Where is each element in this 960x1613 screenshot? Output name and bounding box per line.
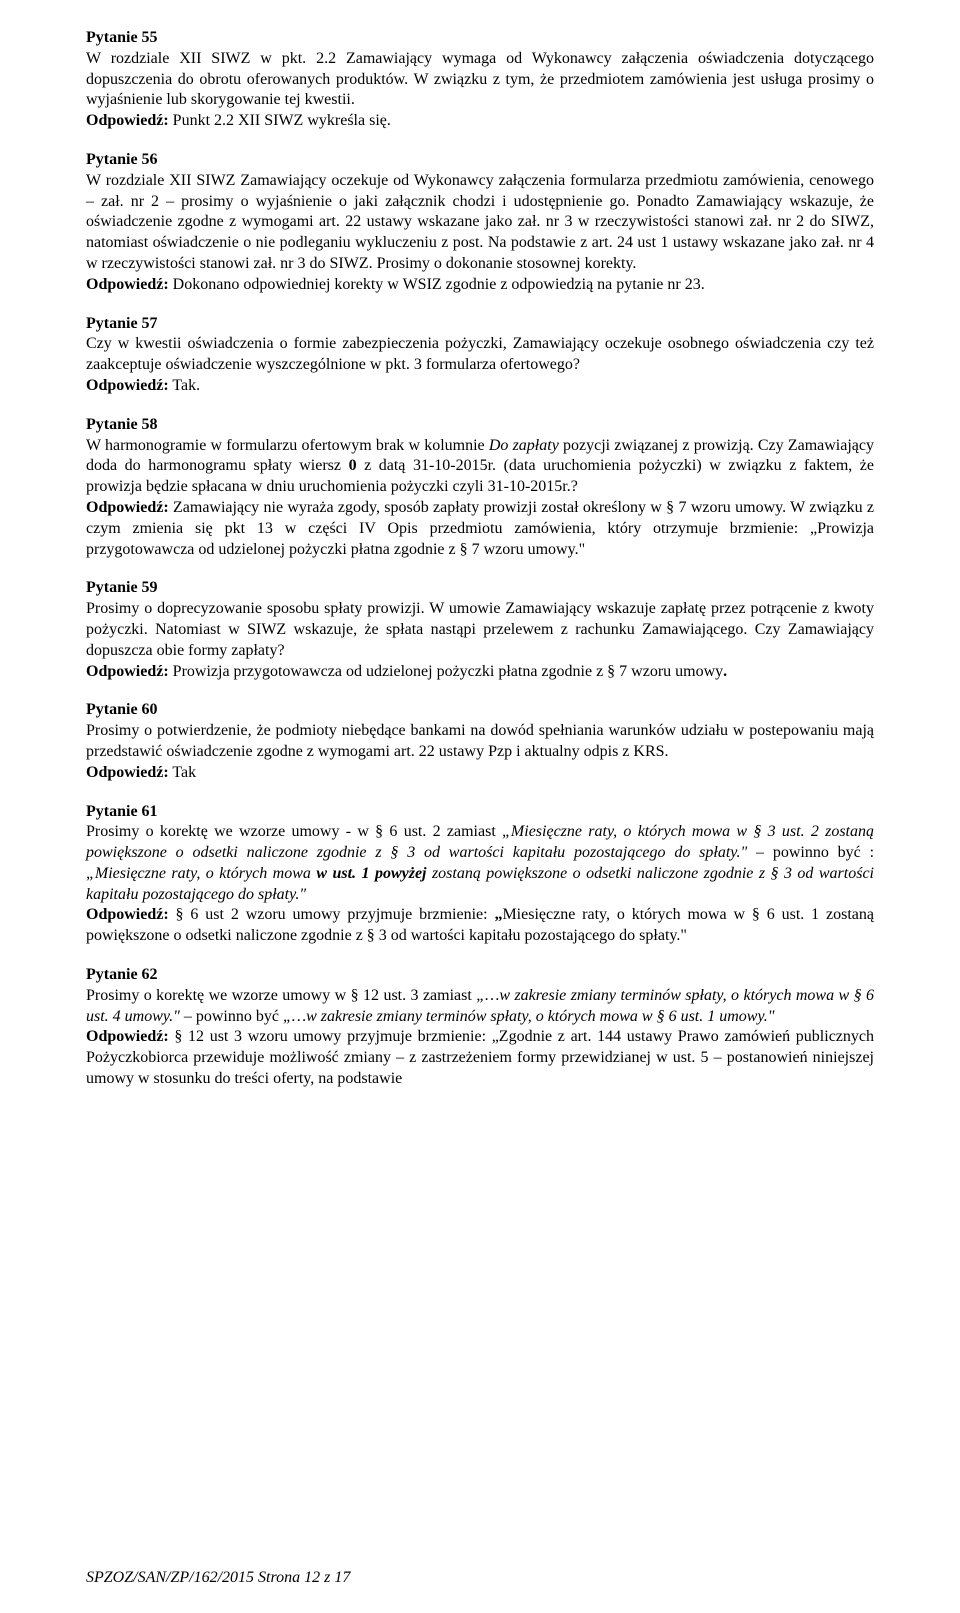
question-body: W rozdziale XII SIWZ w pkt. 2.2 Zamawiaj…	[86, 49, 874, 111]
question-body: Czy w kwestii oświadczenia o formie zabe…	[86, 334, 874, 376]
question-answer: Odpowiedź: § 12 ust 3 wzoru umowy przyjm…	[86, 1027, 874, 1089]
question-body: Prosimy o korektę we wzorze umowy - w § …	[86, 822, 874, 905]
question-label: Pytanie 59	[86, 578, 874, 599]
question-answer: Odpowiedź: Tak.	[86, 376, 874, 397]
question-label: Pytanie 57	[86, 314, 874, 335]
answer-text: § 6 ust 2 wzoru umowy przyjmuje brzmieni…	[86, 906, 874, 944]
answer-label: Odpowiedź:	[86, 112, 169, 129]
answer-label: Odpowiedź:	[86, 276, 169, 293]
question-label: Pytanie 60	[86, 700, 874, 721]
question-answer: Odpowiedź: Zamawiający nie wyraża zgody,…	[86, 498, 874, 560]
question-body: Prosimy o korektę we wzorze umowy w § 12…	[86, 986, 874, 1028]
answer-text: Punkt 2.2 XII SIWZ wykreśla się.	[169, 112, 391, 129]
question-label: Pytanie 58	[86, 415, 874, 436]
answer-text: Zamawiający nie wyraża zgody, sposób zap…	[86, 499, 874, 558]
question-label: Pytanie 62	[86, 965, 874, 986]
question-answer: Odpowiedź: Dokonano odpowiedniej korekty…	[86, 275, 874, 296]
question-body: W rozdziale XII SIWZ Zamawiający oczekuj…	[86, 171, 874, 275]
question-block: Pytanie 62Prosimy o korektę we wzorze um…	[86, 965, 874, 1090]
answer-text: Dokonano odpowiedniej korekty w WSIZ zgo…	[169, 276, 705, 293]
question-block: Pytanie 55W rozdziale XII SIWZ w pkt. 2.…	[86, 28, 874, 132]
question-label: Pytanie 56	[86, 150, 874, 171]
question-answer: Odpowiedź: § 6 ust 2 wzoru umowy przyjmu…	[86, 905, 874, 947]
question-block: Pytanie 58W harmonogramie w formularzu o…	[86, 415, 874, 561]
answer-label: Odpowiedź:	[86, 377, 169, 394]
answer-label: Odpowiedź:	[86, 663, 169, 680]
answer-text: Prowizja przygotowawcza od udzielonej po…	[169, 663, 727, 680]
question-block: Pytanie 59Prosimy o doprecyzowanie sposo…	[86, 578, 874, 682]
question-label: Pytanie 55	[86, 28, 874, 49]
page: Pytanie 55W rozdziale XII SIWZ w pkt. 2.…	[0, 0, 960, 1613]
answer-label: Odpowiedź:	[86, 1028, 169, 1045]
question-body: Prosimy o potwierdzenie, że podmioty nie…	[86, 721, 874, 763]
question-body: Prosimy o doprecyzowanie sposobu spłaty …	[86, 599, 874, 661]
page-footer: SPZOZ/SAN/ZP/162/2015 Strona 12 z 17	[86, 1569, 350, 1587]
question-answer: Odpowiedź: Prowizja przygotowawcza od ud…	[86, 662, 874, 683]
question-label: Pytanie 61	[86, 802, 874, 823]
question-block: Pytanie 57Czy w kwestii oświadczenia o f…	[86, 314, 874, 397]
question-block: Pytanie 56W rozdziale XII SIWZ Zamawiają…	[86, 150, 874, 296]
answer-text: § 12 ust 3 wzoru umowy przyjmuje brzmien…	[86, 1028, 874, 1087]
question-block: Pytanie 61Prosimy o korektę we wzorze um…	[86, 802, 874, 948]
question-answer: Odpowiedź: Punkt 2.2 XII SIWZ wykreśla s…	[86, 111, 874, 132]
answer-text: Tak	[169, 764, 196, 781]
answer-label: Odpowiedź:	[86, 764, 169, 781]
questions-list: Pytanie 55W rozdziale XII SIWZ w pkt. 2.…	[86, 28, 874, 1090]
question-answer: Odpowiedź: Tak	[86, 763, 874, 784]
answer-text: Tak.	[169, 377, 200, 394]
answer-label: Odpowiedź:	[86, 499, 169, 516]
answer-label: Odpowiedź:	[86, 906, 169, 923]
question-block: Pytanie 60Prosimy o potwierdzenie, że po…	[86, 700, 874, 783]
question-body: W harmonogramie w formularzu ofertowym b…	[86, 436, 874, 498]
